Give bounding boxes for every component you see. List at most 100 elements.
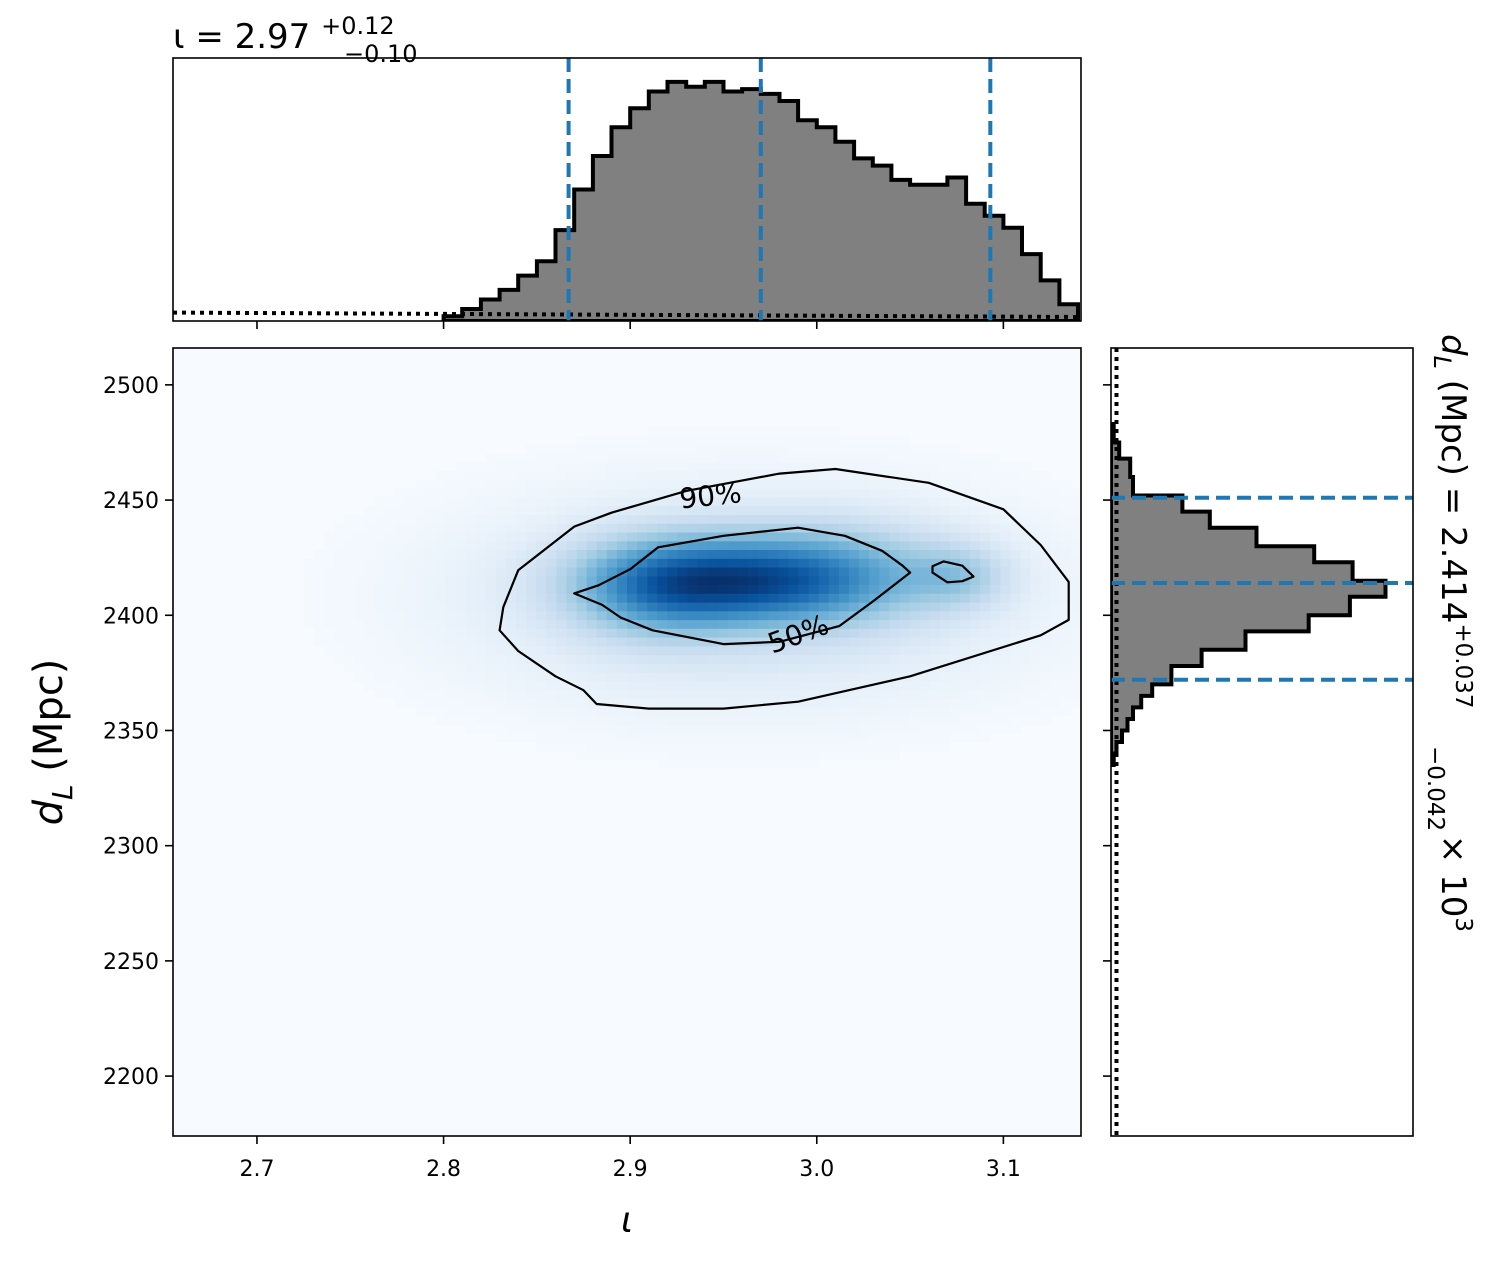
density-cell [334, 610, 346, 621]
density-cell [1040, 505, 1052, 515]
density-cell [879, 593, 890, 603]
density-cell [405, 593, 416, 603]
density-cell [1020, 461, 1032, 472]
density-cell [616, 733, 628, 743]
density-cell [1000, 715, 1011, 726]
density-cell [808, 663, 820, 673]
density-cell [586, 672, 598, 682]
density-cell [455, 689, 467, 699]
density-cell [859, 444, 870, 454]
density-cell [1040, 645, 1052, 656]
density-cell [687, 601, 699, 612]
density-cell [657, 488, 668, 498]
density-cell [596, 523, 608, 533]
density-cell [1040, 698, 1052, 708]
density-cell [1070, 654, 1081, 664]
density-cell [647, 698, 658, 708]
density-cell [818, 426, 830, 437]
density-cell [687, 558, 699, 568]
density-cell [556, 593, 568, 603]
density-cell [566, 654, 578, 664]
density-cell [546, 724, 557, 734]
density-cell [738, 610, 749, 621]
density-cell [949, 566, 961, 577]
density-cell [405, 549, 416, 559]
density-cell [647, 680, 658, 691]
density-cell [758, 750, 769, 761]
density-cell [838, 505, 850, 515]
density-cell [909, 724, 921, 734]
density-cell [546, 549, 557, 559]
density-cell [485, 601, 497, 612]
density-cell [970, 645, 981, 656]
density-cell [778, 759, 789, 769]
density-cell [727, 531, 739, 542]
density-cell [516, 610, 527, 621]
density-cell [919, 601, 931, 612]
density-cell [657, 750, 668, 761]
density-cell [818, 680, 830, 691]
density-cell [395, 575, 406, 585]
density-cell [455, 540, 467, 550]
density-cell [556, 619, 568, 629]
density-cell [798, 689, 810, 699]
density-cell [717, 628, 729, 638]
density-cell [566, 549, 578, 559]
density-cell [808, 733, 820, 743]
density-cell [516, 689, 527, 699]
density-cell [919, 715, 931, 726]
density-cell [939, 645, 951, 656]
density-cell [808, 505, 820, 515]
density-cell [849, 601, 860, 612]
density-cell [959, 558, 971, 568]
density-cell [980, 689, 991, 699]
density-cell [374, 540, 386, 550]
density-cell [384, 549, 396, 559]
density-cell [1060, 680, 1072, 691]
density-cell [879, 540, 890, 550]
density-cell [818, 584, 830, 594]
density-cell [949, 689, 961, 699]
density-cell [768, 593, 779, 603]
density-cell [687, 724, 699, 734]
density-cell [939, 566, 951, 577]
density-cell [1050, 584, 1062, 594]
density-cell [849, 470, 860, 480]
density-cell [687, 654, 699, 664]
density-cell [859, 575, 870, 585]
density-cell [536, 689, 547, 699]
density-cell [485, 523, 497, 533]
density-cell [707, 558, 719, 568]
density-cell [596, 742, 608, 752]
density-cell [889, 584, 900, 594]
density-cell [526, 593, 537, 603]
density-cell [990, 724, 1001, 734]
density-cell [748, 610, 759, 621]
density-cell [657, 523, 668, 533]
density-cell [697, 488, 709, 498]
density-cell [314, 628, 325, 638]
density-cell [596, 505, 608, 515]
density-cell [505, 707, 517, 717]
density-cell [354, 645, 366, 656]
density-cell [334, 645, 346, 656]
density-cell [838, 444, 850, 454]
density-cell [707, 654, 719, 664]
density-cell [838, 636, 850, 647]
density-cell [798, 558, 810, 568]
density-cell [344, 663, 356, 673]
density-cell [566, 593, 578, 603]
density-cell [758, 444, 769, 454]
density-cell [546, 558, 557, 568]
density-cell [970, 601, 981, 612]
density-cell [808, 435, 820, 445]
density-cell [1060, 540, 1072, 550]
density-cell [374, 566, 386, 577]
density-cell [1010, 584, 1022, 594]
density-cell [556, 488, 568, 498]
density-cell [990, 575, 1001, 585]
density-cell [566, 496, 578, 507]
density-cell [637, 549, 648, 559]
density-cell [939, 444, 951, 454]
density-cell [677, 444, 689, 454]
